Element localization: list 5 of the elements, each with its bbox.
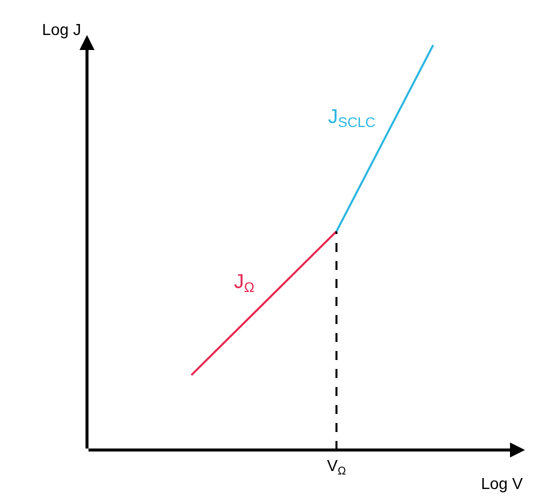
text: V$_{Ω}$ [327,458,346,478]
series-label: J$_{Ω}$ [234,271,254,296]
x-axis-title: Log V [481,476,524,493]
series-label: J$_{SCLC}$ [328,106,376,130]
text: Log J [42,22,82,39]
